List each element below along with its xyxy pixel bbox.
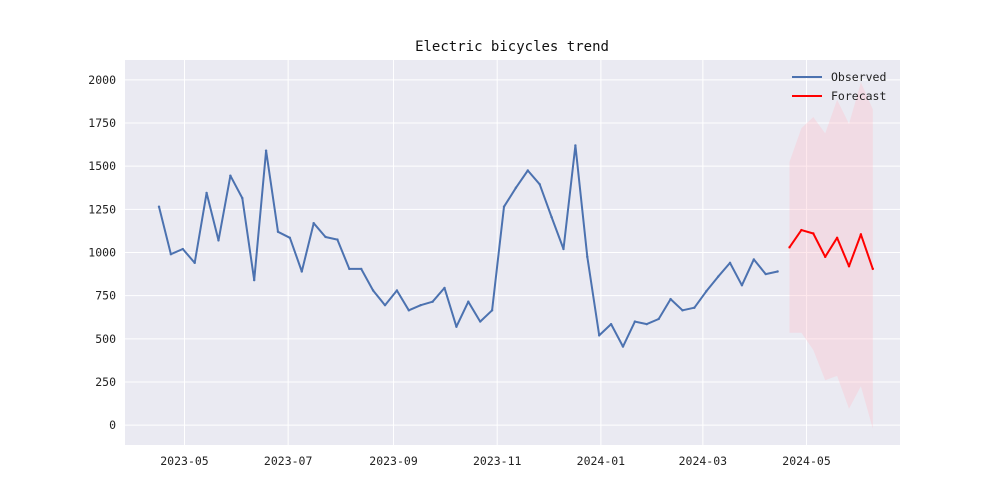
observed-data-point <box>574 144 577 147</box>
observed-data-point <box>538 183 541 186</box>
observed-data-point <box>776 270 779 273</box>
observed-data-point <box>597 334 601 337</box>
observed-data-point <box>419 303 422 307</box>
x-tick-label: 2023-05 <box>160 454 208 468</box>
y-tick-label: 250 <box>95 375 116 389</box>
y-tick-label: 750 <box>95 289 116 303</box>
observed-data-point <box>609 322 613 326</box>
legend-label-forecast: Forecast <box>831 89 886 103</box>
observed-data-point <box>229 174 232 177</box>
y-tick-label: 2000 <box>88 73 116 87</box>
legend: Observed Forecast <box>792 70 886 103</box>
observed-data-point <box>562 247 565 251</box>
y-tick-label: 500 <box>95 332 116 346</box>
observed-data-point <box>681 309 684 312</box>
observed-data-point <box>252 278 256 282</box>
observed-data-point <box>288 236 292 240</box>
forecast-interval <box>789 82 873 429</box>
forecast-data-point <box>788 246 791 249</box>
observed-data-point <box>752 258 756 261</box>
observed-data-point <box>693 306 696 309</box>
observed-data-point <box>633 320 637 323</box>
x-tick-label: 2024-05 <box>782 454 830 468</box>
observed-data-point <box>645 322 648 326</box>
y-tick-label: 1500 <box>88 159 116 173</box>
observed-data-point <box>764 272 767 276</box>
forecast-data-point <box>847 265 851 268</box>
x-tick-label: 2023-09 <box>369 454 418 468</box>
observed-data-point <box>395 289 399 292</box>
observed-data-point <box>181 247 184 251</box>
x-tick-label: 2023-11 <box>473 454 522 468</box>
series-lines <box>157 144 875 348</box>
observed-data-point <box>728 261 732 265</box>
x-tick-label: 2023-07 <box>264 454 313 468</box>
observed-data-point <box>526 169 529 172</box>
forecast-data-point <box>835 236 839 240</box>
forecast-confidence-band <box>789 82 873 429</box>
observed-data-point <box>371 289 375 292</box>
observed-data-point <box>514 186 518 189</box>
grid <box>125 60 900 445</box>
observed-data-point <box>467 300 470 303</box>
x-tick-label: 2024-01 <box>577 454 626 468</box>
observed-data-point <box>490 309 494 312</box>
observed-data-point <box>169 253 173 256</box>
observed-data-point <box>502 205 506 208</box>
observed-data-point <box>657 317 660 321</box>
observed-data-point <box>740 284 744 287</box>
forecast-data-point <box>871 267 875 271</box>
observed-data-point <box>157 205 161 208</box>
chart-title: Electric bicycles trend <box>415 39 609 55</box>
observed-data-point <box>621 345 625 348</box>
observed-data-point <box>383 303 387 307</box>
observed-data-point <box>324 235 327 239</box>
observed-data-point <box>300 270 303 273</box>
observed-data-point <box>455 325 458 328</box>
observed-data-point <box>716 275 720 278</box>
observed-data-point <box>336 238 339 241</box>
x-axis: 2023-05 2023-07 2023-09 2023-11 2024-01 2024-… <box>160 454 831 468</box>
observed-data-point <box>550 215 553 219</box>
observed-data-point <box>217 239 220 242</box>
series-line-forecast <box>788 229 874 270</box>
observed-data-point <box>276 230 280 233</box>
y-tick-label: 0 <box>109 418 116 432</box>
observed-data-point <box>407 309 411 312</box>
legend-label-observed: Observed <box>831 70 886 84</box>
observed-data-point <box>360 267 363 271</box>
observed-data-point <box>479 320 482 323</box>
x-tick-label: 2024-03 <box>679 454 728 468</box>
y-tick-label: 1750 <box>88 116 116 130</box>
observed-data-point <box>241 196 244 200</box>
observed-data-point <box>705 290 708 293</box>
y-tick-label: 1250 <box>88 202 116 216</box>
observed-data-point <box>669 297 672 301</box>
forecast-data-point <box>800 228 803 232</box>
forecast-data-point <box>859 233 863 236</box>
observed-data-point <box>193 261 196 265</box>
observed-data-point <box>443 286 446 290</box>
observed-data-point <box>205 191 208 195</box>
forecast-data-point <box>824 255 827 259</box>
observed-data-point <box>431 300 434 303</box>
y-tick-label: 1000 <box>88 246 116 260</box>
observed-data-point <box>348 267 351 271</box>
y-axis: 0 250 500 750 1000 1250 1500 1750 2000 <box>88 73 116 432</box>
observed-data-point <box>586 255 589 259</box>
forecast-data-point <box>812 232 815 235</box>
observed-data-point <box>264 149 268 152</box>
observed-data-point <box>312 221 315 225</box>
